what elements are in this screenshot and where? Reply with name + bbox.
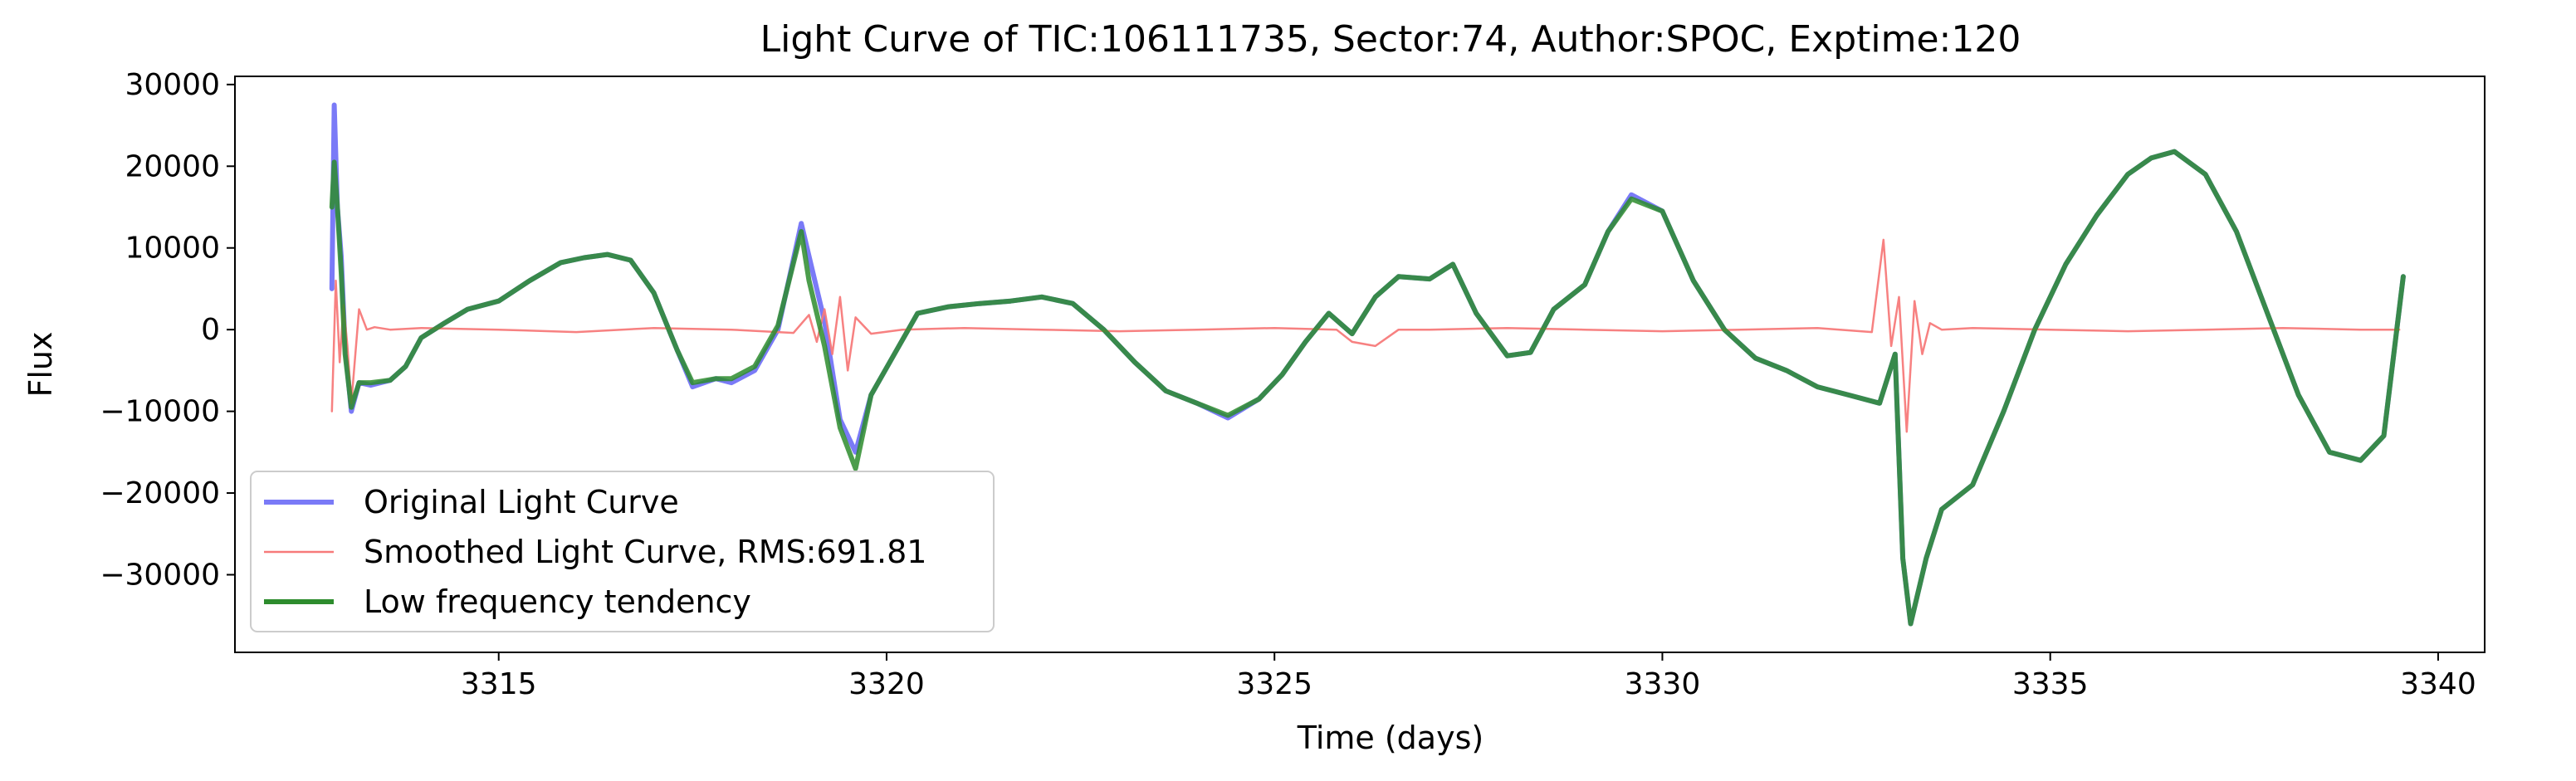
- x-tick-label: 3340: [2400, 667, 2476, 701]
- legend-box: [250, 471, 995, 632]
- legend-label-low-frequency: Low frequency tendency: [364, 583, 751, 620]
- x-tick-label: 3315: [461, 667, 537, 701]
- x-axis-label: Time (days): [1297, 720, 1484, 756]
- y-tick-label: 0: [201, 313, 220, 347]
- y-tick-label: −10000: [100, 395, 220, 429]
- series-line-1: [330, 238, 2401, 433]
- y-tick-label: 20000: [125, 149, 220, 183]
- x-tick-label: 3330: [1625, 667, 1701, 701]
- y-tick-label: −20000: [100, 476, 220, 510]
- legend-label-smoothed: Smoothed Light Curve, RMS:691.81: [364, 534, 926, 570]
- series-layer: [329, 102, 2406, 627]
- chart-title: Light Curve of TIC:106111735, Sector:74,…: [760, 18, 2021, 61]
- x-tick-label: 3335: [2012, 667, 2089, 701]
- y-tick-label: 10000: [125, 232, 220, 266]
- series-line-2: [329, 149, 2406, 627]
- x-tick-label: 3320: [848, 667, 925, 701]
- y-tick-label: −30000: [100, 558, 220, 592]
- legend: Original Light Curve Smoothed Light Curv…: [250, 471, 995, 632]
- plot-area: [329, 102, 2406, 627]
- plot-frame: [234, 76, 2486, 653]
- y-axis-label: Flux: [22, 332, 59, 398]
- legend-label-original: Original Light Curve: [364, 484, 679, 520]
- y-axis: −30000 −20000 −10000 0 10000 20000 30000: [100, 68, 235, 592]
- x-tick-label: 3325: [1236, 667, 1312, 701]
- y-tick-label: 30000: [125, 68, 220, 102]
- x-axis: 3315 3320 3325 3330 3335 3340: [461, 652, 2476, 701]
